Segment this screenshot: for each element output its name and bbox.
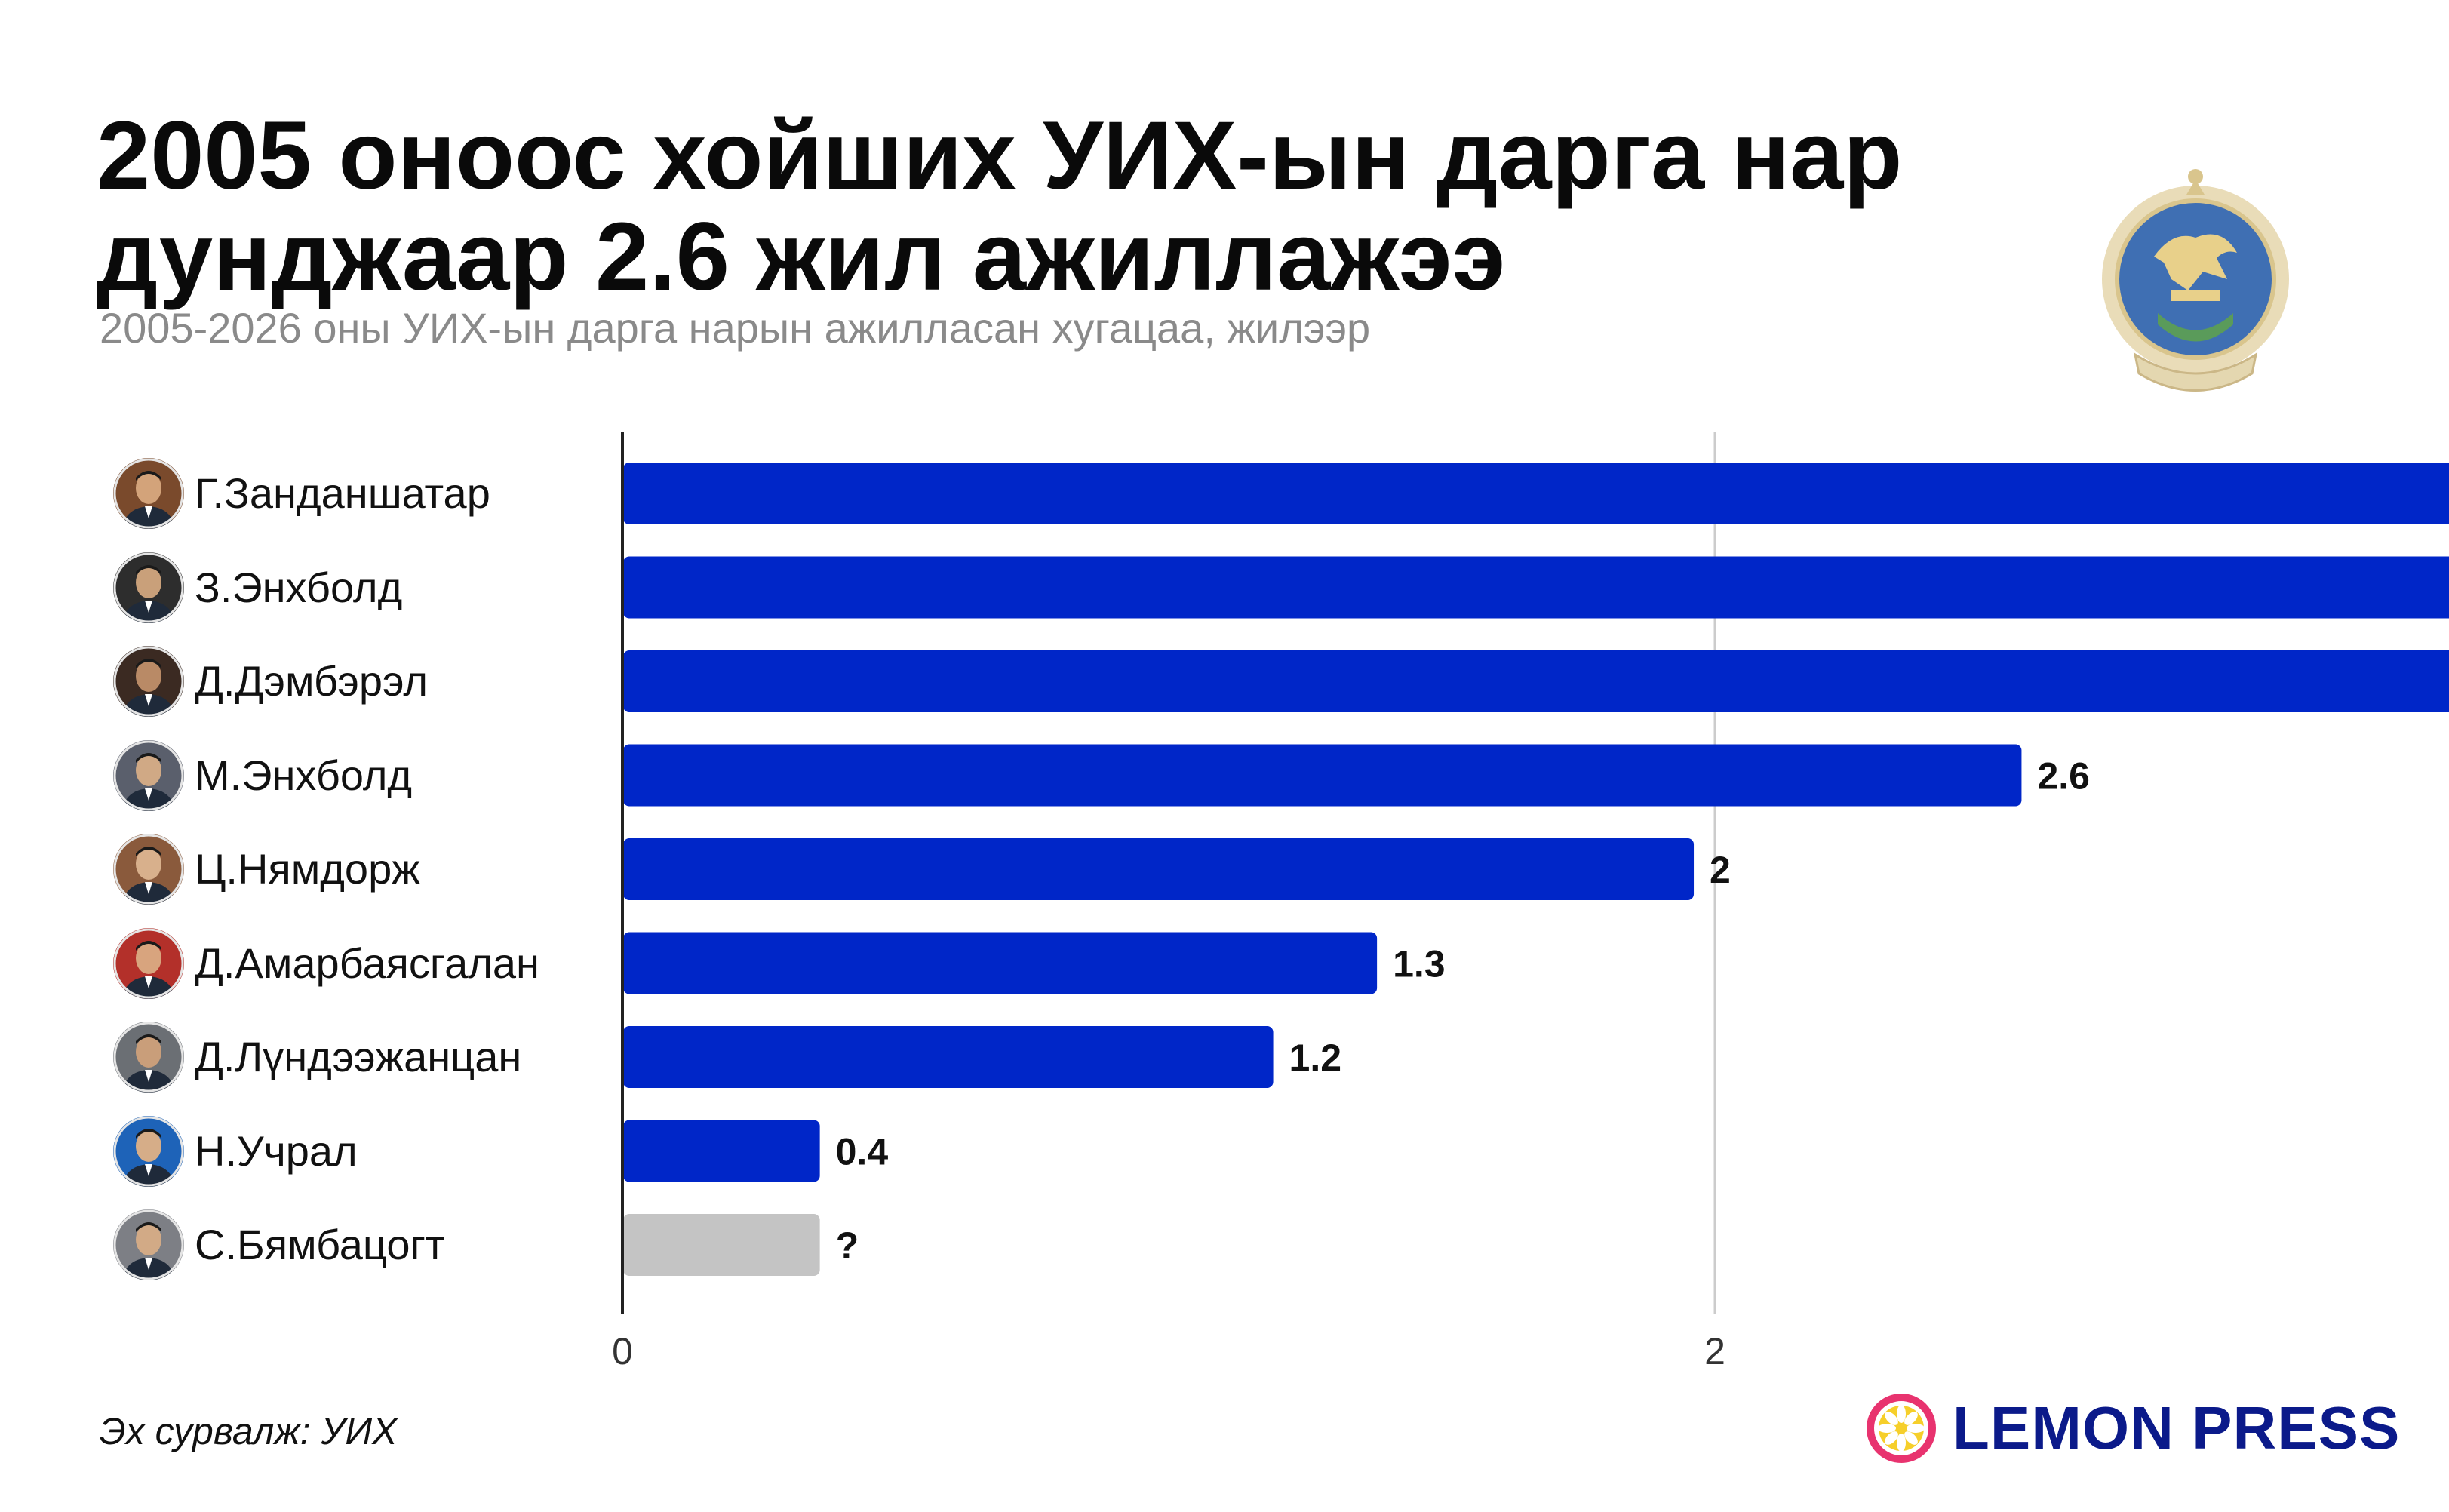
- bar-1: [623, 463, 2449, 524]
- category-label: С.Бямбацогт: [195, 1221, 445, 1268]
- bar-2: [623, 556, 2449, 619]
- x-tick-label: 2: [1704, 1330, 1725, 1372]
- avatar: [113, 1209, 184, 1280]
- source-note: Эх сурвалж: УИХ: [100, 1410, 398, 1452]
- lemon-logo-icon: [1867, 1394, 1936, 1463]
- brand-name: LEMON PRESS: [1953, 1394, 2401, 1461]
- portrait-icon: [113, 927, 184, 999]
- portrait-icon: [113, 1022, 184, 1093]
- category-label: Д.Амарбаясгалан: [195, 939, 539, 987]
- avatar: [113, 739, 184, 811]
- chart-subtitle: 2005-2026 оны УИХ-ын дарга нарын ажиллас…: [100, 304, 1371, 352]
- portrait-icon: [113, 458, 184, 529]
- brand-logo: LEMON PRESS: [1864, 1387, 2400, 1470]
- portrait-icon: [113, 834, 184, 905]
- portrait-icon: [113, 1209, 184, 1280]
- bar-value-label: 1.3: [1393, 943, 1446, 985]
- category-label: М.Энхболд: [195, 751, 413, 799]
- bar-value-label: 0.4: [836, 1131, 889, 1173]
- bar-8: [623, 1120, 820, 1182]
- avatar: [113, 458, 184, 529]
- x-tick-label: 0: [612, 1330, 633, 1372]
- bar-3: [623, 650, 2449, 712]
- bar-value-label: 1.2: [1289, 1037, 1342, 1079]
- avatar: [113, 927, 184, 999]
- chart-title-line-1: 2005 оноос хойших УИХ-ын дарга нар: [97, 102, 1903, 210]
- bar-4: [623, 744, 2022, 807]
- bar-5: [623, 838, 1695, 900]
- bar-9: [623, 1214, 820, 1276]
- bar-6: [623, 932, 1378, 994]
- avatar: [113, 646, 184, 717]
- avatar: [113, 1022, 184, 1093]
- bar-value-label: ?: [836, 1225, 859, 1267]
- bar-7: [623, 1026, 1274, 1088]
- state-emblem-icon: [2102, 169, 2289, 392]
- avatar: [113, 1115, 184, 1187]
- portrait-icon: [113, 1115, 184, 1187]
- category-label: Д.Дэмбэрэл: [195, 657, 429, 705]
- category-label: З.Энхболд: [195, 563, 403, 611]
- chart-title-line-2: дунджаар 2.6 жил ажиллажээ: [97, 203, 1506, 311]
- avatar: [113, 834, 184, 905]
- chart-title: 2005 оноос хойших УИХ-ын дарга нар дундж…: [97, 106, 2096, 308]
- portrait-icon: [113, 646, 184, 717]
- bar-value-label: 2.6: [2037, 755, 2090, 797]
- category-label: Г.Занданшатар: [195, 469, 490, 517]
- avatar: [113, 552, 184, 623]
- category-label: Д.Лүндээжанцан: [195, 1033, 522, 1080]
- portrait-icon: [113, 552, 184, 623]
- category-label: Ц.Нямдорж: [195, 845, 420, 893]
- bar-value-label: 2: [1710, 849, 1731, 891]
- category-label: Н.Учрал: [195, 1126, 358, 1175]
- portrait-icon: [113, 739, 184, 811]
